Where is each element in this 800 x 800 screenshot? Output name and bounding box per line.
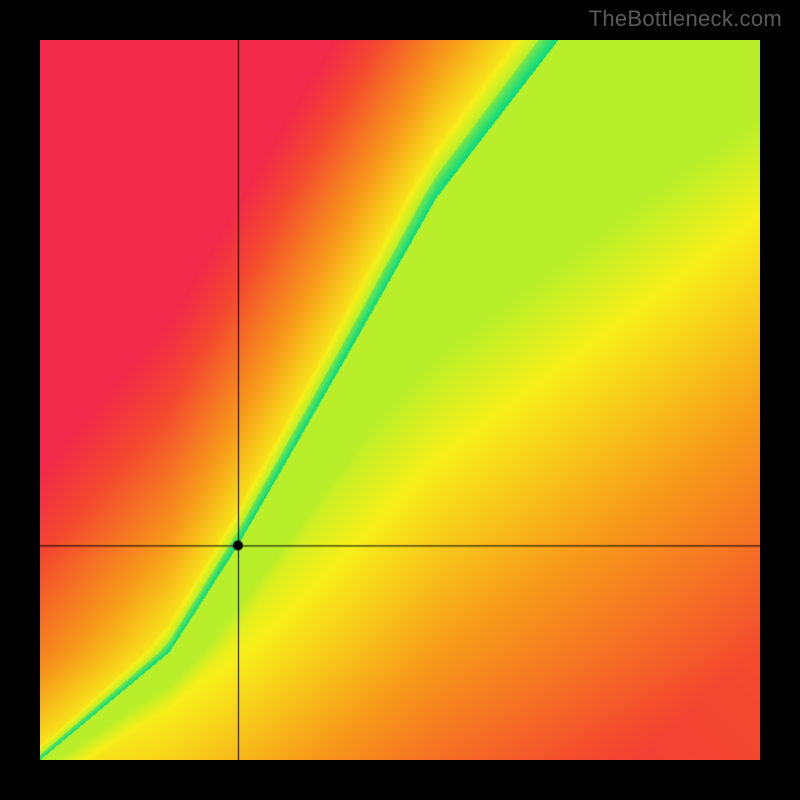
heatmap-canvas: [40, 40, 760, 760]
bottleneck-heatmap: [40, 40, 760, 760]
watermark-text: TheBottleneck.com: [589, 6, 782, 32]
